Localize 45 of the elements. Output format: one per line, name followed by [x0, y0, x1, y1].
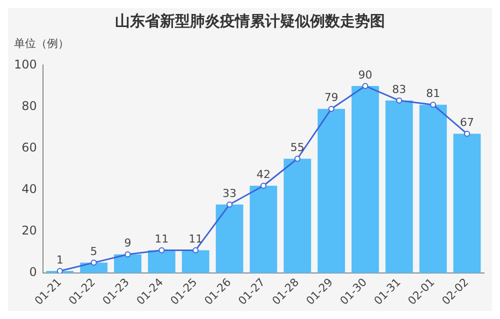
point	[56, 268, 63, 274]
data-label: 33	[222, 186, 237, 200]
y-tick-label: 60	[22, 140, 37, 154]
y-tick-label: 0	[29, 265, 37, 280]
y-tick-label: 40	[22, 182, 37, 196]
y-tick-label: 100	[14, 57, 37, 72]
point	[396, 98, 402, 104]
data-label: 11	[188, 232, 203, 246]
y-tick-label: 20	[22, 224, 37, 238]
bar	[453, 134, 481, 274]
point	[124, 251, 131, 258]
point	[192, 247, 199, 254]
chart-title: 山东省新型肺炎疫情累计疑似例数走势图	[114, 11, 386, 32]
data-label: 81	[426, 87, 440, 100]
data-label: 5	[90, 245, 98, 258]
point	[294, 156, 300, 162]
bar	[385, 100, 413, 274]
bar	[182, 250, 210, 274]
data-label: 9	[124, 236, 132, 250]
point	[90, 260, 97, 266]
y-tick-label: 80	[22, 98, 37, 113]
point	[430, 102, 436, 108]
bar	[148, 250, 176, 274]
bar	[352, 86, 379, 274]
point	[464, 130, 470, 137]
data-label: 67	[460, 116, 474, 130]
bar	[318, 108, 346, 274]
bar	[250, 186, 278, 274]
data-label: 90	[358, 68, 372, 82]
data-label: 55	[290, 141, 304, 154]
data-label: 11	[154, 232, 169, 246]
point	[362, 82, 368, 89]
point	[260, 182, 266, 189]
data-label: 79	[324, 91, 338, 104]
point	[158, 247, 165, 254]
bar	[284, 158, 312, 274]
bar	[419, 104, 447, 274]
bar	[216, 204, 244, 274]
point	[226, 201, 233, 208]
data-label: 83	[392, 82, 406, 96]
point	[328, 106, 334, 112]
y-axis-title: 单位（例）	[13, 36, 70, 52]
bar	[114, 254, 142, 274]
data-label: 1	[56, 253, 64, 266]
data-label: 42	[256, 168, 270, 182]
